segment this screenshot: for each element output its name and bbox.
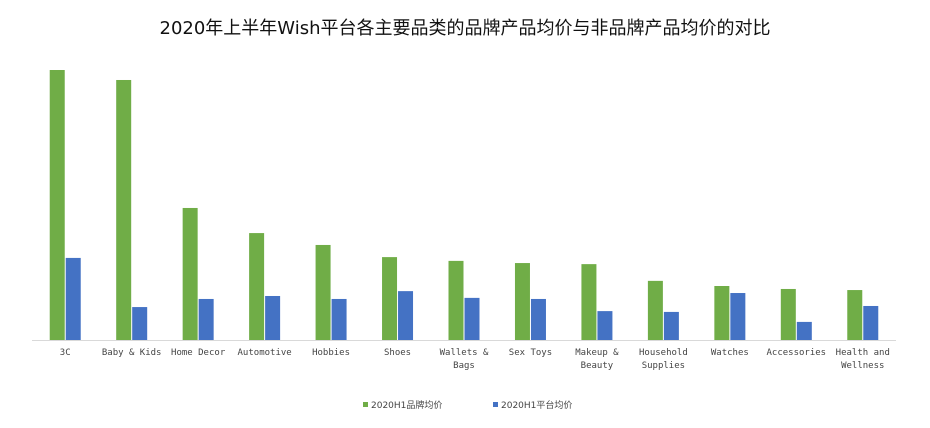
bar-platform-1 [132,307,148,340]
bar-brand-6 [448,260,464,340]
x-tick-label: Supplies [642,361,685,371]
bar-platform-6 [464,297,480,340]
bar-brand-5 [382,257,398,340]
bar-platform-7 [530,298,546,340]
bar-brand-1 [116,79,132,341]
bar-brand-12 [847,290,863,340]
chart-title: 2020年上半年Wish平台各主要品类的品牌产品均价与非品牌产品均价的对比 [159,18,771,39]
bar-brand-11 [780,288,796,340]
bar-brand-7 [514,263,530,340]
x-tick-label: Hobbies [312,348,350,358]
bar-platform-9 [663,311,679,340]
x-tick-label: Makeup & [575,348,619,358]
x-tick-label: Watches [711,348,749,358]
bar-brand-4 [315,244,331,340]
bar-brand-9 [647,280,663,340]
bar-platform-4 [331,298,347,340]
x-tick-label: Shoes [384,348,411,358]
legend-swatch-1 [493,402,498,407]
x-tick-label: Bags [453,361,475,371]
bar-platform-8 [597,311,613,340]
legend-label-1: 2020H1平台均价 [501,399,572,411]
legend-swatch-0 [363,402,368,407]
x-tick-label: Wallets & [440,348,489,358]
bar-platform-10 [730,293,746,340]
x-tick-label: Beauty [581,361,614,371]
x-tick-label: Health and [836,348,890,358]
bar-platform-5 [398,291,414,340]
bar-brand-3 [249,233,265,340]
bar-brand-10 [714,286,730,340]
x-tick-label: Automotive [238,348,292,358]
legend-label-0: 2020H1品牌均价 [371,399,442,411]
bar-brand-0 [49,70,65,340]
bar-brand-2 [182,207,198,340]
x-tick-label: Home Decor [171,348,226,358]
x-tick-label: Baby & Kids [102,348,162,358]
bar-platform-2 [198,298,214,340]
bar-platform-12 [863,305,879,340]
bar-platform-0 [65,257,81,340]
x-tick-label: Household [639,348,688,358]
bar-platform-3 [265,295,281,340]
x-tick-label: Sex Toys [509,348,552,358]
bar-platform-11 [796,321,812,340]
x-tick-label: Wellness [841,361,884,371]
bar-brand-8 [581,264,597,340]
x-tick-label: 3C [60,348,71,358]
x-tick-label: Accessories [767,348,827,358]
